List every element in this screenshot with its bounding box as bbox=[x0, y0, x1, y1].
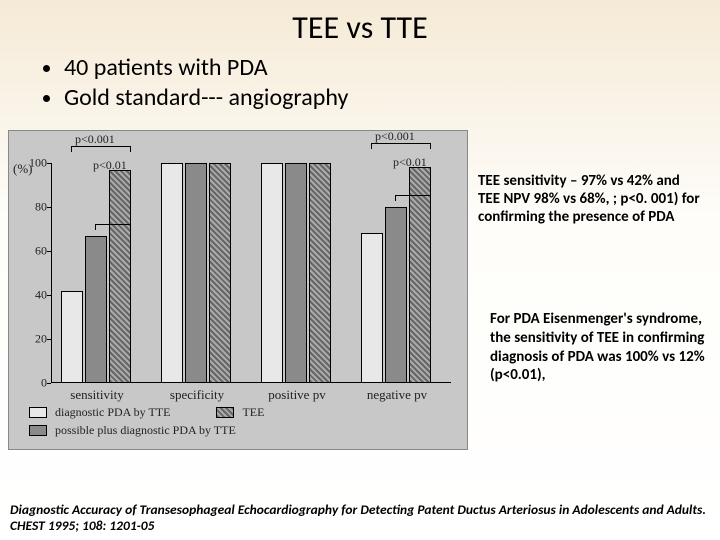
bar bbox=[109, 170, 131, 383]
citation: Diagnostic Accuracy of Transesophageal E… bbox=[10, 502, 710, 534]
result-text-1: TEE sensitivity – 97% vs 42% and TEE NPV… bbox=[478, 172, 710, 226]
y-tick: 20 bbox=[21, 332, 47, 347]
y-tick: 80 bbox=[21, 200, 47, 215]
result-text-2: For PDA Eisenmenger's syndrome, the sens… bbox=[490, 310, 710, 385]
bar bbox=[85, 236, 107, 383]
bar bbox=[385, 207, 407, 383]
legend: diagnostic PDA by TTE TEE possible plus … bbox=[29, 403, 264, 439]
result-text-1b: TEE NPV 98% vs 68%, ; p<0. 001) for conf… bbox=[478, 190, 710, 226]
legend-label-1: diagnostic PDA by TTE bbox=[55, 403, 170, 421]
bar bbox=[261, 163, 283, 383]
x-label: sensitivity bbox=[57, 387, 137, 403]
p-label: p<0.001 bbox=[75, 132, 115, 147]
legend-row-1: diagnostic PDA by TTE TEE bbox=[29, 403, 264, 421]
legend-swatch-white bbox=[29, 407, 47, 418]
bar bbox=[309, 163, 331, 383]
y-axis bbox=[51, 163, 52, 383]
p-label: p<0.01 bbox=[393, 155, 427, 170]
y-tick: 0 bbox=[21, 376, 47, 391]
slide-title: TEE vs TTE bbox=[0, 0, 720, 53]
y-tick: 40 bbox=[21, 288, 47, 303]
bullet-1: 40 patients with PDA bbox=[64, 53, 720, 83]
bullet-list: 40 patients with PDA Gold standard--- an… bbox=[0, 53, 720, 113]
p-label: p<0.01 bbox=[93, 158, 127, 173]
bar bbox=[161, 163, 183, 383]
legend-swatch-grey bbox=[29, 425, 47, 436]
legend-label-3: TEE bbox=[242, 403, 264, 421]
bar-chart: (%) 020406080100sensitivityp<0.001p<0.01… bbox=[8, 130, 468, 450]
x-label: negative pv bbox=[357, 387, 437, 403]
legend-swatch-hatch bbox=[216, 407, 234, 418]
bar bbox=[209, 163, 231, 383]
p-label: p<0.001 bbox=[375, 129, 415, 144]
y-tick: 60 bbox=[21, 244, 47, 259]
x-label: specificity bbox=[157, 387, 237, 403]
x-label: positive pv bbox=[257, 387, 337, 403]
y-tick: 100 bbox=[21, 156, 47, 171]
bar bbox=[285, 163, 307, 383]
result-text-1a: TEE sensitivity – 97% vs 42% and bbox=[478, 172, 710, 190]
bullet-2: Gold standard--- angiography bbox=[64, 83, 720, 113]
bar bbox=[185, 163, 207, 383]
legend-label-2: possible plus diagnostic PDA by TTE bbox=[55, 421, 236, 439]
bar bbox=[361, 233, 383, 383]
plot-area: 020406080100sensitivityp<0.001p<0.01spec… bbox=[51, 163, 451, 383]
legend-row-2: possible plus diagnostic PDA by TTE bbox=[29, 421, 264, 439]
bar bbox=[61, 291, 83, 383]
